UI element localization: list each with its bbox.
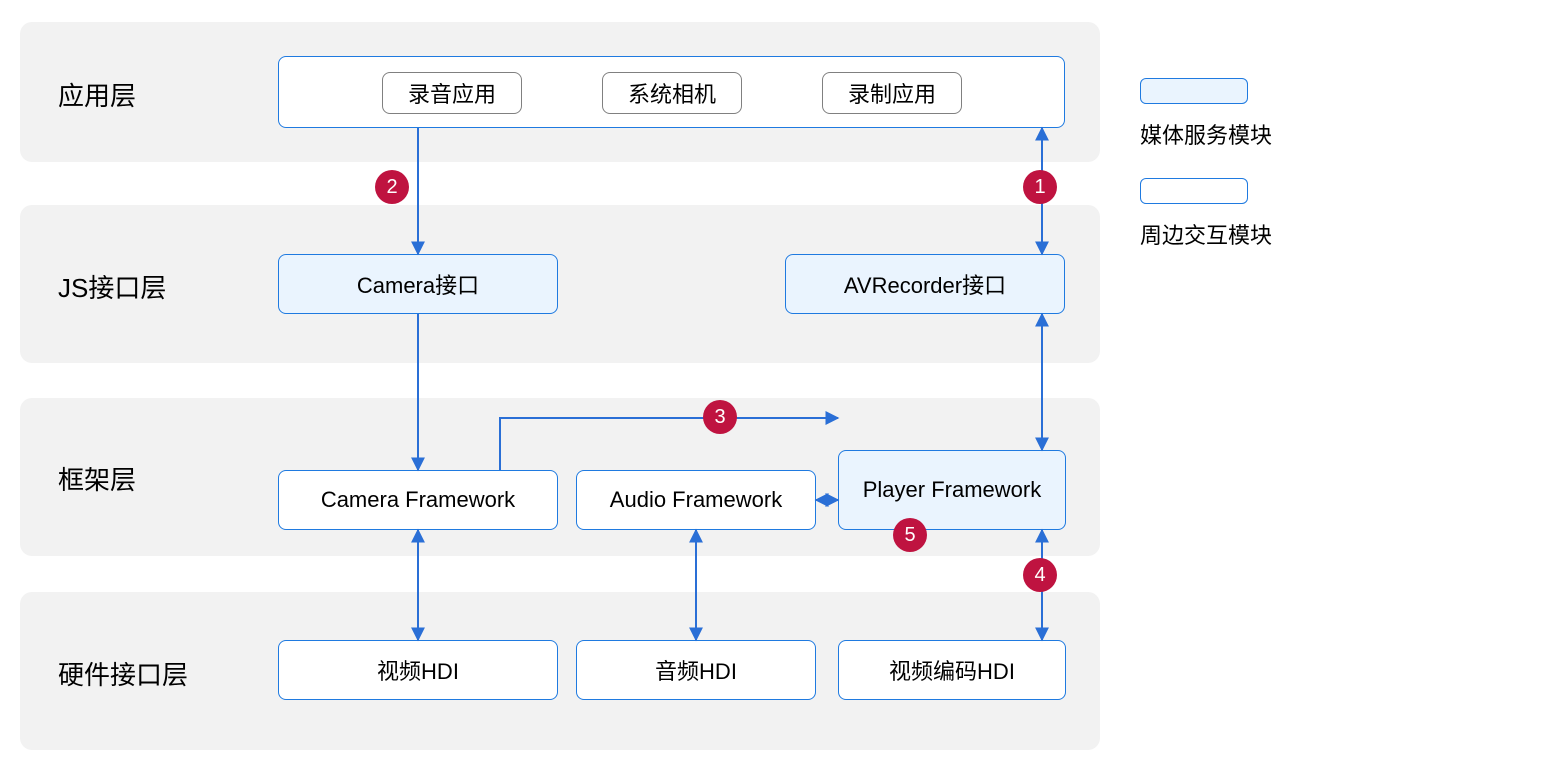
layer-label: JS接口层 xyxy=(58,268,166,305)
node-app_record: 录音应用 xyxy=(382,72,522,114)
step-badge-number: 2 xyxy=(386,176,397,199)
legend-swatch xyxy=(1140,178,1248,204)
node-fw_player: Player Framework xyxy=(838,450,1066,530)
node-fw_camera: Camera Framework xyxy=(278,470,558,530)
node-label: AVRecorder接口 xyxy=(844,268,1006,300)
layer-label: 框架层 xyxy=(58,460,136,497)
node-label: Camera接口 xyxy=(357,268,479,300)
node-hdi_audio: 音频HDI xyxy=(576,640,816,700)
step-badge: 4 xyxy=(1023,558,1057,592)
node-label: Camera Framework xyxy=(321,487,515,513)
layer-label: 硬件接口层 xyxy=(58,655,188,692)
node-hdi_videoenc: 视频编码HDI xyxy=(838,640,1066,700)
node-fw_audio: Audio Framework xyxy=(576,470,816,530)
step-badge-number: 3 xyxy=(714,406,725,429)
node-label: 视频编码HDI xyxy=(889,654,1015,686)
step-badge-number: 4 xyxy=(1034,564,1045,587)
legend-swatch xyxy=(1140,78,1248,104)
step-badge: 2 xyxy=(375,170,409,204)
step-badge-number: 5 xyxy=(904,524,915,547)
step-badge: 1 xyxy=(1023,170,1057,204)
node-js_avrecorder: AVRecorder接口 xyxy=(785,254,1065,314)
node-js_camera: Camera接口 xyxy=(278,254,558,314)
node-label: 视频HDI xyxy=(377,654,459,686)
node-label: 录音应用 xyxy=(408,77,496,109)
layer-label: 应用层 xyxy=(58,76,136,113)
node-hdi_video: 视频HDI xyxy=(278,640,558,700)
node-app_camera: 系统相机 xyxy=(602,72,742,114)
step-badge: 5 xyxy=(893,518,927,552)
node-label: 录制应用 xyxy=(848,77,936,109)
step-badge-number: 1 xyxy=(1034,176,1045,199)
legend-label: 媒体服务模块 xyxy=(1140,118,1272,150)
legend-label: 周边交互模块 xyxy=(1140,218,1272,250)
node-label: Player Framework xyxy=(863,477,1041,503)
node-app_recorder: 录制应用 xyxy=(822,72,962,114)
node-label: Audio Framework xyxy=(610,487,782,513)
node-label: 音频HDI xyxy=(655,654,737,686)
step-badge: 3 xyxy=(703,400,737,434)
node-label: 系统相机 xyxy=(628,77,716,109)
